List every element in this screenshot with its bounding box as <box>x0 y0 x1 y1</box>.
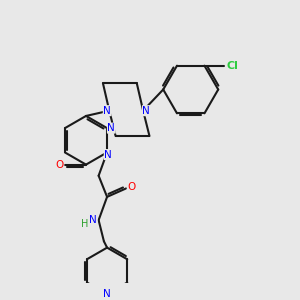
Text: N: N <box>107 123 115 133</box>
Text: N: N <box>103 289 111 299</box>
Text: O: O <box>56 160 64 170</box>
Text: N: N <box>142 106 150 116</box>
Text: H: H <box>81 219 88 230</box>
Text: N: N <box>104 150 112 160</box>
Text: O: O <box>127 182 136 192</box>
Text: N: N <box>103 106 111 116</box>
Text: Cl: Cl <box>226 61 238 71</box>
Text: N: N <box>89 215 97 225</box>
